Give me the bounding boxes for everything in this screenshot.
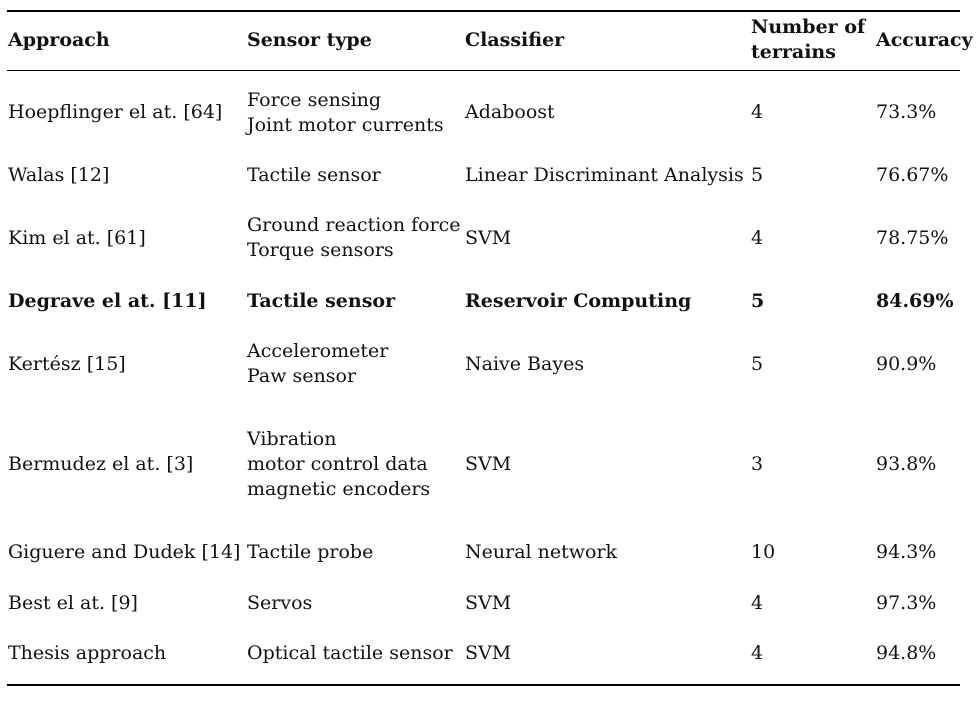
- cell-sensor-type: Tactile sensor: [247, 163, 381, 188]
- cell-sensor-type: Tactile sensor: [247, 289, 395, 314]
- cell-accuracy: 90.9%: [876, 353, 937, 375]
- cell-approach: Kertész [15]: [8, 353, 126, 375]
- header-terrains-line-1: Number of: [751, 16, 866, 38]
- cell-classifier: Linear Discriminant Analysis: [465, 164, 744, 186]
- sensor-line: Tactile sensor: [247, 164, 381, 186]
- table-top-rule: [7, 10, 960, 12]
- cell-terrains: 4: [751, 101, 764, 123]
- cell-approach: Hoepflinger el at. [64]: [8, 101, 223, 123]
- cell-sensor-type: Force sensing Joint motor currents: [247, 88, 444, 138]
- cell-terrains: 10: [751, 541, 776, 563]
- table-header-rule: [7, 70, 960, 71]
- sensor-line: Torque sensors: [247, 239, 394, 261]
- header-terrains-line-2: terrains: [751, 41, 836, 63]
- cell-terrains: 5: [751, 353, 764, 375]
- cell-classifier: Neural network: [465, 541, 618, 563]
- cell-classifier: SVM: [465, 227, 512, 249]
- cell-accuracy: 97.3%: [876, 592, 937, 614]
- sensor-line: Joint motor currents: [247, 114, 444, 136]
- cell-approach: Walas [12]: [8, 164, 110, 186]
- cell-terrains: 5: [751, 164, 764, 186]
- sensor-line: Force sensing: [247, 89, 382, 111]
- cell-terrains: 4: [751, 592, 764, 614]
- sensor-line: Tactile sensor: [247, 290, 396, 312]
- cell-classifier: SVM: [465, 592, 512, 614]
- sensor-line: Accelerometer: [247, 340, 389, 362]
- cell-classifier: SVM: [465, 642, 512, 664]
- sensor-line: Tactile probe: [247, 541, 374, 563]
- cell-approach: Kim el at. [61]: [8, 227, 146, 249]
- cell-terrains: 4: [751, 642, 764, 664]
- cell-terrains: 3: [751, 453, 764, 475]
- sensor-line: magnetic encoders: [247, 478, 431, 500]
- cell-sensor-type: Optical tactile sensor: [247, 641, 453, 666]
- sensor-line: Servos: [247, 592, 313, 614]
- cell-terrains: 4: [751, 227, 764, 249]
- cell-approach: Best el at. [9]: [8, 592, 138, 614]
- sensor-line: Paw sensor: [247, 365, 357, 387]
- header-approach: Approach: [8, 29, 110, 51]
- cell-sensor-type: Servos: [247, 591, 312, 616]
- cell-sensor-type: Vibration motor control data magnetic en…: [247, 427, 430, 502]
- header-classifier: Classifier: [465, 29, 565, 51]
- cell-approach: Degrave el at. [11]: [8, 290, 207, 312]
- cell-terrains: 5: [751, 290, 765, 312]
- cell-classifier: Naive Bayes: [465, 353, 585, 375]
- header-sensor-type: Sensor type: [247, 29, 372, 51]
- cell-approach: Giguere and Dudek [14]: [8, 541, 241, 563]
- table-bottom-rule: [7, 684, 960, 686]
- cell-accuracy: 93.8%: [876, 453, 937, 475]
- cell-sensor-type: Tactile probe: [247, 540, 373, 565]
- cell-accuracy: 73.3%: [876, 101, 937, 123]
- cell-accuracy: 94.3%: [876, 541, 937, 563]
- cell-approach: Bermudez el at. [3]: [8, 453, 194, 475]
- cell-sensor-type: Accelerometer Paw sensor: [247, 339, 388, 389]
- sensor-line: Optical tactile sensor: [247, 642, 453, 664]
- cell-sensor-type: Ground reaction force Torque sensors: [247, 213, 461, 263]
- cell-accuracy: 84.69%: [876, 290, 954, 312]
- sensor-line: Vibration: [247, 428, 337, 450]
- cell-approach: Thesis approach: [8, 642, 167, 664]
- cell-accuracy: 76.67%: [876, 164, 949, 186]
- cell-classifier: Reservoir Computing: [465, 290, 692, 312]
- sensor-line: motor control data: [247, 453, 428, 475]
- cell-classifier: SVM: [465, 453, 512, 475]
- sensor-line: Ground reaction force: [247, 214, 461, 236]
- cell-accuracy: 78.75%: [876, 227, 949, 249]
- cell-accuracy: 94.8%: [876, 642, 937, 664]
- header-accuracy: Accuracy: [876, 29, 973, 51]
- cell-classifier: Adaboost: [465, 101, 555, 123]
- header-number-of-terrains: Number of terrains: [751, 15, 865, 65]
